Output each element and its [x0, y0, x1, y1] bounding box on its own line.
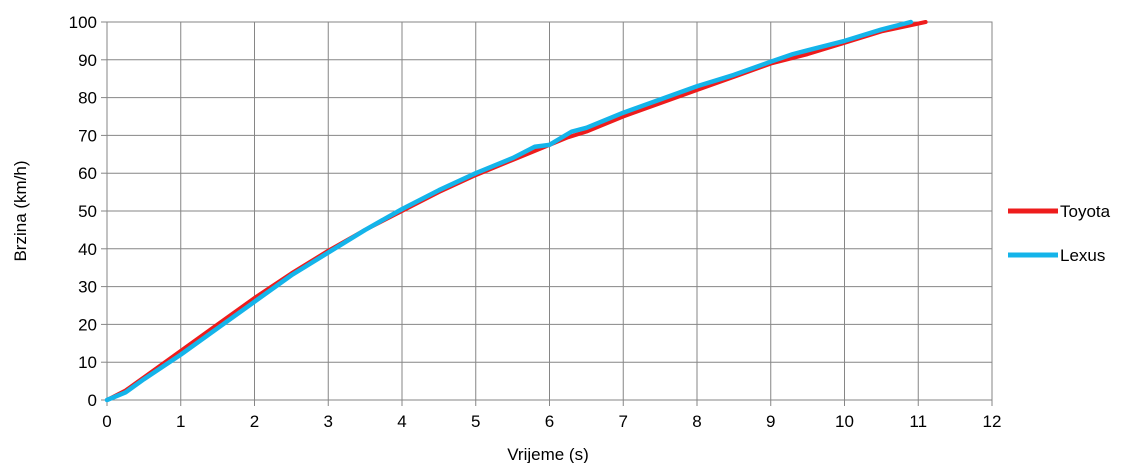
x-tick-label: 12 — [983, 412, 1002, 431]
y-tick-label: 90 — [78, 51, 97, 70]
y-tick-label: 40 — [78, 240, 97, 259]
y-tick-label: 30 — [78, 278, 97, 297]
y-axis-label: Brzina (km/h) — [11, 160, 30, 261]
x-tick-labels: 0 1 2 3 4 5 6 7 8 9 10 11 12 — [102, 412, 1001, 431]
plot-border — [106, 21, 993, 401]
x-tick-label: 3 — [324, 412, 333, 431]
series-lines — [104, 19, 928, 403]
y-tick-label: 10 — [78, 353, 97, 372]
x-tick-label: 4 — [397, 412, 406, 431]
x-tick-label: 7 — [619, 412, 628, 431]
y-tick-label: 100 — [69, 13, 97, 32]
y-tick-label: 20 — [78, 315, 97, 334]
x-tick-label: 1 — [176, 412, 185, 431]
legend-label-lexus: Lexus — [1060, 246, 1105, 265]
y-tick-label: 80 — [78, 89, 97, 108]
y-tick-label: 70 — [78, 126, 97, 145]
legend: Toyota Lexus — [1008, 202, 1111, 265]
x-tick-label: 0 — [102, 412, 111, 431]
y-tick-label: 0 — [88, 391, 97, 410]
series-line-lexus — [104, 19, 914, 403]
grid — [101, 21, 993, 406]
x-axis-label: Vrijeme (s) — [507, 445, 589, 463]
x-tick-label: 11 — [909, 412, 927, 431]
legend-label-toyota: Toyota — [1060, 202, 1111, 221]
x-tick-label: 9 — [766, 412, 775, 431]
y-tick-label: 60 — [78, 164, 97, 183]
x-tick-label: 5 — [471, 412, 480, 431]
y-tick-label: 50 — [78, 202, 97, 221]
x-tick-label: 10 — [835, 412, 854, 431]
x-tick-label: 8 — [692, 412, 701, 431]
x-tick-label: 2 — [250, 412, 259, 431]
y-tick-labels: 0 10 20 30 40 50 60 70 80 90 100 — [69, 13, 97, 410]
x-tick-label: 6 — [545, 412, 554, 431]
plot-area-border — [106, 21, 993, 401]
